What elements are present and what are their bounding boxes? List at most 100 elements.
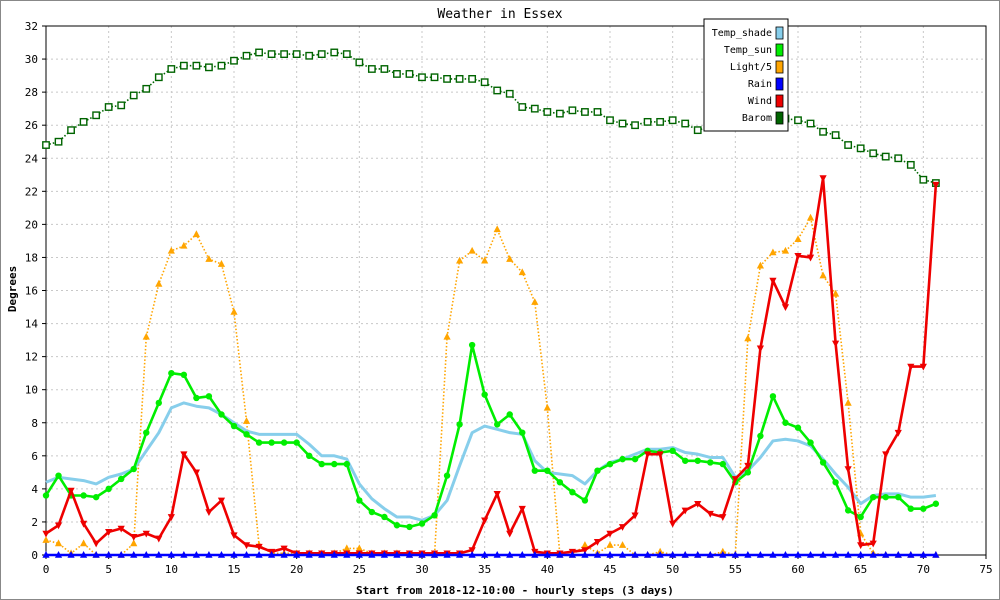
point-temp-sun: [857, 513, 864, 521]
point-temp-sun: [230, 422, 238, 430]
point-rain: [694, 551, 702, 558]
point-temp-sun: [920, 505, 927, 512]
point-rain: [493, 551, 501, 558]
point-wind: [681, 507, 689, 515]
point-temp-sun: [92, 493, 100, 501]
point-rain: [405, 551, 414, 558]
point-barom: [794, 116, 802, 125]
point-wind: [656, 451, 664, 459]
point-barom: [367, 65, 376, 73]
point-barom: [380, 65, 389, 73]
point-barom: [593, 108, 602, 116]
point-rain: [731, 551, 739, 558]
point-temp-sun: [255, 439, 263, 446]
point-temp-sun: [844, 507, 852, 514]
point-barom: [79, 117, 88, 126]
point-rain: [819, 551, 827, 558]
point-wind: [468, 547, 476, 555]
x-tick-label: 35: [478, 563, 491, 576]
point-temp-sun: [619, 455, 626, 463]
point-rain: [631, 551, 639, 558]
point-rain: [832, 551, 840, 558]
point-wind: [756, 345, 764, 353]
point-barom: [493, 86, 502, 95]
point-barom: [418, 73, 426, 82]
point-rain: [142, 551, 150, 558]
point-light-5: [794, 235, 802, 243]
point-rain: [330, 551, 338, 558]
point-barom: [806, 119, 815, 128]
point-light-5: [142, 332, 150, 340]
point-rain: [644, 551, 652, 558]
point-barom: [844, 141, 853, 149]
point-wind: [719, 514, 727, 521]
point-barom: [342, 50, 351, 59]
x-tick-label: 60: [791, 563, 804, 576]
point-temp-sun: [807, 439, 814, 446]
legend-label: Rain: [748, 79, 772, 90]
point-temp-sun: [481, 391, 488, 398]
point-temp-sun: [80, 492, 87, 499]
point-barom: [92, 111, 101, 120]
point-light-5: [543, 403, 551, 411]
y-tick-label: 8: [31, 417, 38, 430]
point-wind: [255, 543, 263, 551]
point-wind: [644, 451, 652, 459]
series-line-wind: [45, 176, 938, 555]
x-tick-label: 40: [541, 563, 554, 576]
point-barom: [869, 149, 878, 158]
point-temp-sun: [218, 411, 225, 418]
point-temp-sun: [631, 455, 639, 463]
y-tick-label: 0: [31, 549, 38, 562]
point-wind: [832, 340, 840, 348]
point-rain: [719, 551, 727, 558]
point-rain: [255, 551, 263, 558]
x-tick-label: 75: [979, 563, 992, 576]
y-tick-label: 18: [25, 251, 38, 264]
point-barom: [618, 119, 627, 128]
x-axis-title: Start from 2018-12-10:00 - hourly steps …: [356, 584, 674, 597]
point-rain: [418, 551, 426, 558]
point-barom: [192, 61, 201, 70]
point-barom: [292, 50, 301, 59]
point-rain: [518, 551, 526, 558]
point-rain: [468, 551, 476, 558]
legend-label: Temp_shade: [712, 28, 772, 39]
point-rain: [105, 551, 113, 558]
point-wind: [493, 491, 501, 498]
point-rain: [894, 551, 902, 558]
legend-label: Temp_sun: [724, 45, 772, 56]
y-tick-label: 10: [25, 384, 38, 397]
point-rain: [794, 551, 802, 558]
point-wind: [217, 497, 226, 505]
point-temp-sun: [719, 460, 726, 468]
point-rain: [919, 551, 927, 558]
point-barom: [856, 144, 865, 153]
x-tick-label: 10: [165, 563, 178, 576]
point-barom: [179, 61, 188, 70]
point-light-5: [819, 271, 827, 279]
point-wind: [744, 462, 752, 470]
point-light-5: [230, 307, 238, 315]
point-temp-sun: [155, 399, 162, 407]
point-barom: [831, 131, 840, 140]
x-tick-label: 25: [353, 563, 366, 576]
y-axis-title: Degrees: [6, 266, 19, 312]
point-rain: [205, 551, 213, 558]
point-barom: [668, 116, 677, 125]
point-temp-sun: [406, 523, 413, 531]
point-temp-sun: [744, 469, 752, 476]
point-temp-sun: [180, 371, 188, 379]
point-wind: [117, 525, 125, 533]
point-temp-sun: [519, 429, 526, 436]
point-wind: [882, 451, 890, 459]
point-temp-sun: [368, 508, 376, 516]
x-tick-label: 50: [666, 563, 679, 576]
point-rain: [869, 551, 877, 558]
point-rain: [217, 551, 226, 558]
y-tick-label: 28: [25, 86, 38, 99]
point-rain: [343, 551, 351, 558]
point-rain: [606, 551, 614, 558]
point-rain: [155, 551, 163, 558]
point-rain: [756, 551, 764, 558]
